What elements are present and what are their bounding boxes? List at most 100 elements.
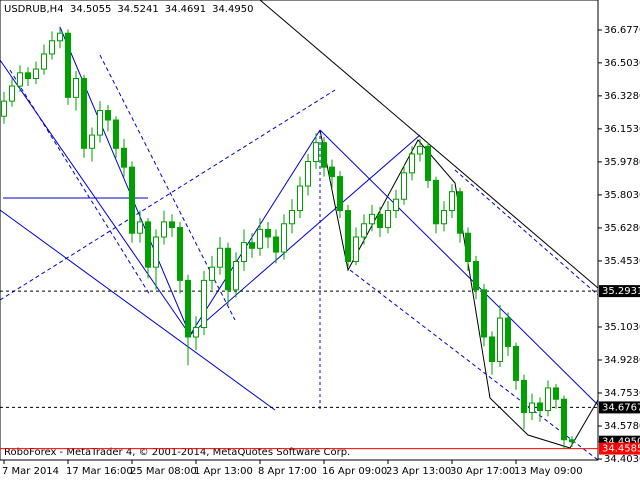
candle-body [417,145,423,155]
candle-body [393,198,399,212]
candle-body [249,242,255,249]
chart-title: USDRUB,H4 [4,4,64,15]
x-tick-label: 13 May 09:00 [514,466,583,477]
candle-body [145,221,151,268]
dashed-line [0,89,336,301]
candle-body [33,68,39,79]
candle-body [513,345,519,381]
candle-body [369,213,375,225]
candle-body [481,289,487,338]
price-tag [599,442,640,455]
candle-body [9,85,15,102]
candle-body [225,247,231,291]
candle-body [209,266,215,281]
candle-body [25,72,31,79]
candle-body [201,279,207,329]
candle-body [57,32,63,42]
candle-body [265,228,271,238]
candle-body [489,336,495,363]
candle-body [281,223,287,253]
candle-body [561,398,567,441]
candle-body [441,210,447,225]
candle-body [457,191,463,234]
header-value: 34.4950 [212,4,253,15]
candle-body [321,142,327,168]
candle-body [545,387,551,412]
y-tick-label: 35.8030 [604,190,640,201]
candle-body [97,110,103,136]
candle-body [153,236,159,268]
candle-body [497,317,503,363]
footer: RoboForex - MetaTrader 4, © 2001-2014, M… [4,447,350,458]
candle-body [49,40,55,55]
dashed-line [454,169,599,296]
plot-frame [0,0,599,461]
candle-body [385,210,391,229]
candle-body [17,72,23,87]
candle-body [401,172,407,200]
candle-body [433,179,439,225]
candle-body [473,261,479,291]
candle-body [217,247,223,268]
candle-body [169,221,175,229]
candle-body [41,53,47,70]
candle-body [409,153,415,174]
x-tick-label: 30 Apr 17:00 [450,466,515,477]
price-tag-label: 34.4585 [602,444,640,455]
channel-line [0,209,276,411]
candle-body [233,261,239,291]
candle-body [465,232,471,263]
y-tick-label: 35.6280 [604,223,640,234]
channel-line [319,129,599,406]
candle-body [193,327,199,338]
wave-line [319,129,599,449]
candle-body [553,387,559,400]
price-tag [599,401,640,414]
candle-body [361,223,367,238]
candle-body [81,77,87,149]
dashed-line [9,69,151,296]
candle-body [505,317,511,347]
candle-body [377,213,383,229]
candle-body [65,32,71,98]
candle-body [177,227,183,281]
y-tick-label: 34.7530 [604,388,640,399]
y-tick-label: 34.9280 [604,355,640,366]
candle-body [161,221,167,238]
y-tick-label: 34.5780 [604,421,640,432]
y-tick-label: 36.3280 [604,91,640,102]
price-tag [599,285,640,298]
candle-body [129,166,135,234]
candle-body [569,439,575,443]
candle-body [257,228,263,249]
candle-body [185,279,191,338]
y-tick-label: 35.1030 [604,322,640,333]
candle-body [1,100,7,117]
candle-body [73,77,79,98]
header-value: 34.5241 [117,4,158,15]
candle-body [337,176,343,212]
candle-body [89,134,95,149]
candle-body [121,147,127,168]
x-tick-label: 16 Apr 09:00 [322,466,387,477]
candle-body [537,402,543,412]
price-tag-label: 34.6767 [602,402,640,413]
candle-body [449,191,455,212]
x-tick-label: 25 Mar 08:00 [130,466,197,477]
candle-body [345,210,351,263]
candle-body [273,236,279,253]
trend-line [259,0,599,289]
dashed-line [349,269,599,461]
y-tick-label: 35.4530 [604,256,640,267]
y-tick-label: 36.6770 [604,25,640,36]
candle-body [113,119,119,149]
candle-body [305,161,311,187]
candle-body [241,242,247,263]
candle-body [329,166,335,178]
candle-body [353,236,359,263]
header-value: 34.5055 [70,4,111,15]
candle-body [137,221,143,234]
candle-body [105,110,111,121]
candle-body [521,379,527,413]
